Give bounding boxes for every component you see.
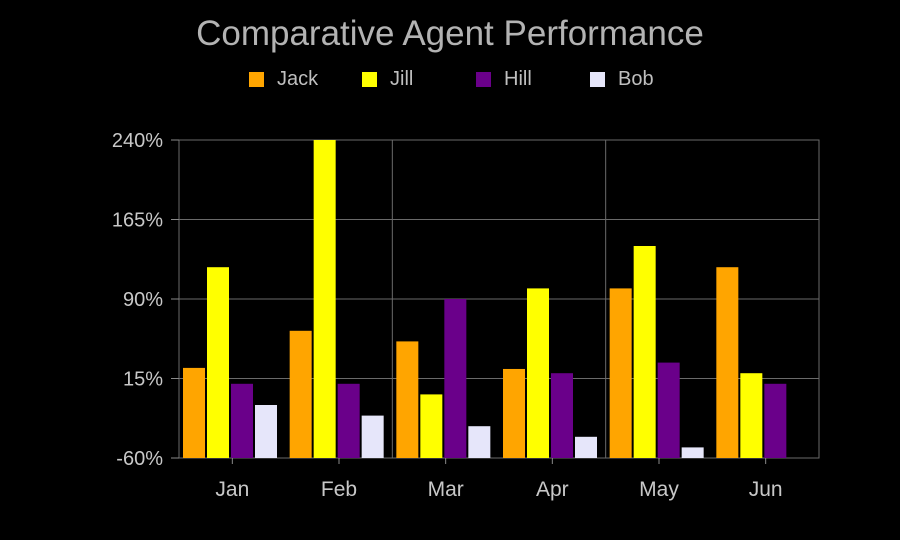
x-tick-label: Jun (749, 478, 783, 501)
bar-jill-jun (740, 373, 763, 458)
bar-hill-mar (444, 299, 467, 458)
bar-hill-feb (337, 383, 360, 458)
bar-jack-apr (503, 368, 525, 458)
bar-jack-jan (183, 367, 205, 458)
y-tick-label: -60% (116, 448, 163, 470)
legend-label-bob: Bob (618, 68, 654, 90)
bar-jill-apr (527, 288, 549, 458)
y-tick-label: 165% (112, 210, 163, 232)
x-tick-label: Mar (428, 478, 464, 501)
bar-hill-jun (764, 383, 787, 458)
bar-jack-feb (289, 330, 312, 458)
y-tick-label: 15% (123, 369, 163, 391)
legend-swatch-bob (590, 72, 605, 87)
bar-bob-feb (361, 415, 384, 458)
x-tick-label: Jan (215, 478, 249, 501)
y-tick-label: 240% (112, 130, 163, 152)
legend-label-jill: Jill (390, 68, 414, 90)
legend-swatch-jill (362, 72, 377, 87)
bar-jill-feb (313, 140, 336, 458)
bar-hill-jan (231, 383, 253, 458)
legend-label-hill: Hill (504, 68, 532, 90)
legend-swatch-jack (249, 72, 264, 87)
bar-bob-may (681, 447, 704, 458)
x-tick-label: Feb (321, 478, 357, 501)
bar-jack-mar (396, 341, 419, 458)
bar-jill-jan (207, 267, 229, 458)
chart-title: Comparative Agent Performance (196, 14, 704, 53)
bar-jack-jun (716, 267, 739, 458)
bar-hill-apr (551, 373, 573, 458)
bar-bob-mar (468, 426, 491, 458)
y-tick-label: 90% (123, 289, 163, 311)
legend-swatch-hill (476, 72, 491, 87)
x-tick-label: May (639, 478, 679, 501)
x-tick-label: Apr (536, 478, 569, 501)
bar-jack-may (609, 288, 632, 458)
bar-jill-mar (420, 394, 443, 458)
bar-jill-may (633, 246, 656, 458)
bar-hill-may (657, 362, 680, 458)
legend-label-jack: Jack (277, 68, 319, 90)
bar-bob-jan (255, 405, 277, 458)
bar-bob-apr (575, 436, 597, 458)
